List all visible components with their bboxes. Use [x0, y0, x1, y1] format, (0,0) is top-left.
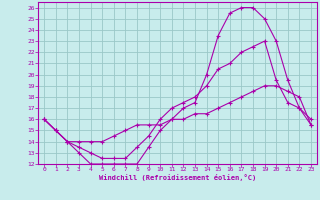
X-axis label: Windchill (Refroidissement éolien,°C): Windchill (Refroidissement éolien,°C)	[99, 174, 256, 181]
